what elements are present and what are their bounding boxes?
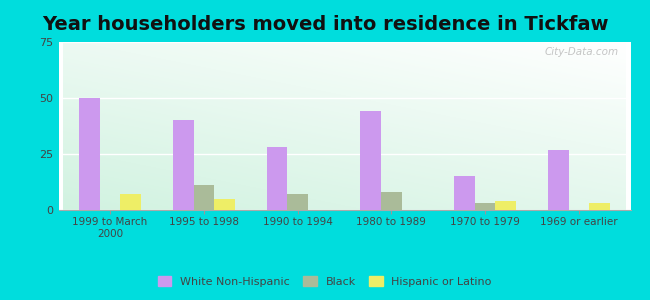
Bar	[120, 194, 141, 210]
Bar	[266, 147, 287, 210]
Bar	[475, 203, 495, 210]
Bar	[361, 111, 381, 210]
Bar	[495, 201, 516, 210]
Bar	[173, 120, 194, 210]
Bar	[454, 176, 475, 210]
Text: Year householders moved into residence in Tickfaw: Year householders moved into residence i…	[42, 15, 608, 34]
Bar	[548, 149, 569, 210]
Legend: White Non-Hispanic, Black, Hispanic or Latino: White Non-Hispanic, Black, Hispanic or L…	[153, 272, 497, 291]
Bar	[194, 185, 214, 210]
Bar	[287, 194, 308, 210]
Bar	[214, 199, 235, 210]
Text: City-Data.com: City-Data.com	[545, 47, 619, 57]
Bar	[381, 192, 402, 210]
Bar	[79, 98, 99, 210]
Bar	[590, 203, 610, 210]
